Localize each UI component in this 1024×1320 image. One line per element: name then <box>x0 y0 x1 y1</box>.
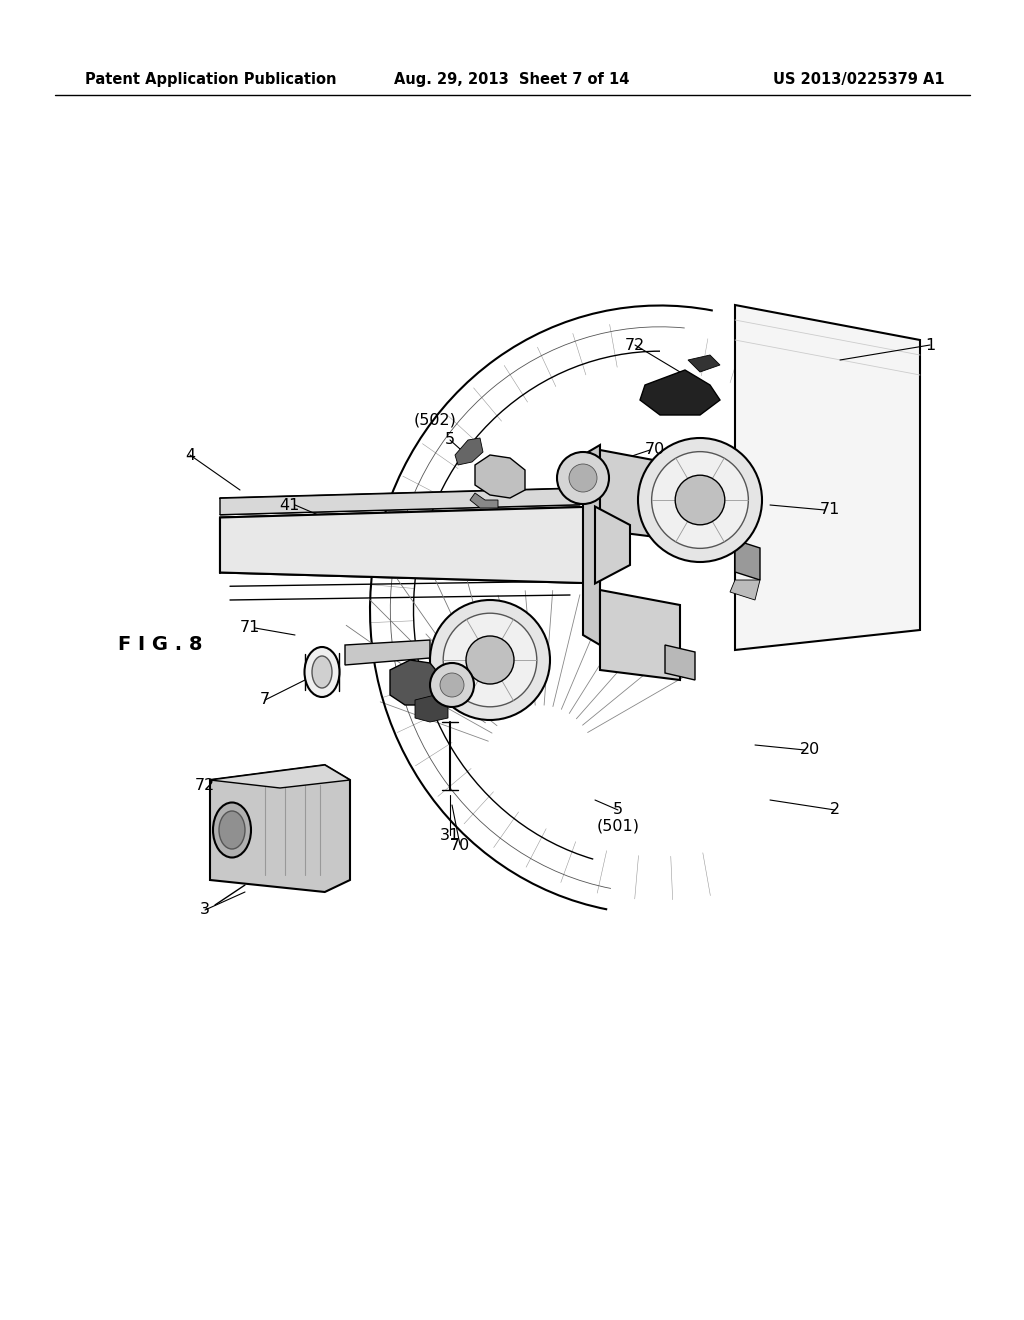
Circle shape <box>638 438 762 562</box>
Ellipse shape <box>219 810 245 849</box>
Circle shape <box>557 451 609 504</box>
Circle shape <box>430 663 474 708</box>
Text: 72: 72 <box>195 777 215 792</box>
Polygon shape <box>583 445 600 645</box>
Text: 71: 71 <box>240 620 260 635</box>
Polygon shape <box>665 506 695 545</box>
Polygon shape <box>595 507 630 583</box>
Polygon shape <box>735 305 920 649</box>
Circle shape <box>651 451 749 548</box>
Polygon shape <box>600 450 680 540</box>
Text: 72: 72 <box>625 338 645 352</box>
Text: 70: 70 <box>645 442 666 458</box>
Ellipse shape <box>213 803 251 858</box>
Ellipse shape <box>312 656 332 688</box>
Text: 5: 5 <box>445 433 455 447</box>
Polygon shape <box>640 370 720 414</box>
Polygon shape <box>665 645 695 680</box>
Circle shape <box>430 601 550 719</box>
Text: Patent Application Publication: Patent Application Publication <box>85 73 337 87</box>
Text: 41: 41 <box>280 498 300 512</box>
Polygon shape <box>730 579 760 601</box>
Text: Aug. 29, 2013  Sheet 7 of 14: Aug. 29, 2013 Sheet 7 of 14 <box>394 73 630 87</box>
Polygon shape <box>455 438 483 465</box>
Polygon shape <box>475 455 525 498</box>
Circle shape <box>675 475 725 525</box>
Text: 1: 1 <box>925 338 935 352</box>
Polygon shape <box>390 660 440 705</box>
Polygon shape <box>470 492 498 508</box>
Text: 20: 20 <box>800 742 820 758</box>
Circle shape <box>466 636 514 684</box>
Polygon shape <box>600 590 680 680</box>
Text: US 2013/0225379 A1: US 2013/0225379 A1 <box>773 73 945 87</box>
Polygon shape <box>220 488 580 515</box>
Text: 7: 7 <box>260 693 270 708</box>
Polygon shape <box>735 540 760 579</box>
Text: (501): (501) <box>597 818 640 833</box>
Polygon shape <box>345 640 430 665</box>
Polygon shape <box>415 696 449 722</box>
Text: 70: 70 <box>450 837 470 853</box>
Circle shape <box>443 614 537 706</box>
Polygon shape <box>220 507 600 583</box>
Ellipse shape <box>304 647 340 697</box>
Text: 2: 2 <box>830 803 840 817</box>
Text: F I G . 8: F I G . 8 <box>118 635 203 655</box>
Text: 31: 31 <box>440 828 460 842</box>
Polygon shape <box>210 766 350 788</box>
Polygon shape <box>688 355 720 372</box>
Text: (502): (502) <box>414 412 457 428</box>
Text: 5: 5 <box>613 803 623 817</box>
Text: 71: 71 <box>820 503 841 517</box>
Circle shape <box>440 673 464 697</box>
Text: 3: 3 <box>200 903 210 917</box>
Circle shape <box>569 465 597 492</box>
Text: 4: 4 <box>185 447 195 462</box>
Polygon shape <box>210 766 350 892</box>
